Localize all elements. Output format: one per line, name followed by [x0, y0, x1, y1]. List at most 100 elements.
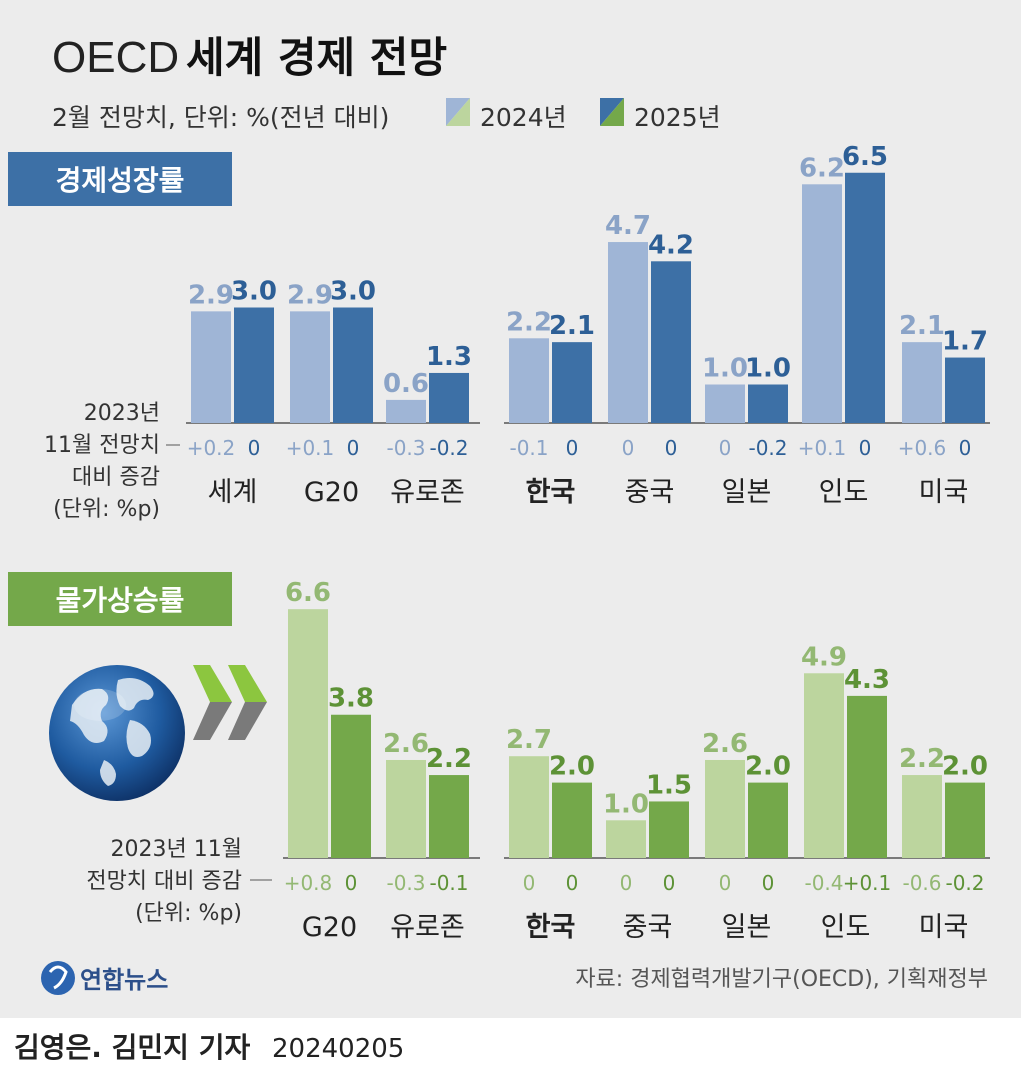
- inflation-value-label-2025: 2.2: [426, 744, 472, 774]
- inflation-banner-label: 물가상승률: [56, 584, 185, 617]
- inflation-change-2025: 0: [762, 871, 775, 895]
- page-title: 세계 경제 전망: [186, 33, 447, 82]
- inflation-change-2024: 0: [523, 871, 536, 895]
- legend-swatch-2025: [600, 98, 624, 126]
- growth-value-label-2025: 4.2: [648, 230, 694, 260]
- growth-note-line-1: 2023년: [84, 401, 160, 426]
- growth-bar-2025: [845, 172, 885, 423]
- growth-bar-2025: [552, 342, 592, 423]
- inflation-change-2025: +0.1: [843, 871, 892, 895]
- legend-label-2024: 2024년: [480, 103, 567, 132]
- subtitle: 2월 전망치, 단위: %(전년 대비): [52, 103, 389, 132]
- growth-value-label-2025: 1.7: [942, 327, 988, 357]
- growth-value-label-2025: 3.0: [231, 277, 277, 307]
- inflation-value-label-2024: 1.0: [603, 789, 649, 819]
- growth-value-label-2025: 3.0: [330, 277, 376, 307]
- inflation-change-2024: -0.4: [804, 871, 843, 895]
- growth-category-label: 유로존: [390, 477, 465, 508]
- title-prefix: OECD: [52, 33, 179, 82]
- growth-category-label: 미국: [919, 477, 969, 508]
- growth-change-2025: 0: [248, 436, 261, 460]
- inflation-category-label: 일본: [722, 912, 772, 943]
- growth-change-2024: +0.6: [898, 436, 947, 460]
- growth-bar-2024: [705, 384, 745, 423]
- growth-category-label: 중국: [625, 477, 675, 508]
- growth-value-label-2024: 0.6: [383, 369, 429, 399]
- legend: 2024년 2025년: [446, 98, 721, 132]
- growth-change-2024: 0: [719, 436, 732, 460]
- growth-change-2024: -0.3: [386, 436, 425, 460]
- inflation-value-label-2024: 6.6: [285, 578, 331, 608]
- growth-value-label-2024: 6.2: [799, 153, 845, 183]
- inflation-value-label-2025: 2.0: [942, 752, 988, 782]
- yonhap-logo: 연합뉴스: [41, 961, 168, 995]
- inflation-change-note: 2023년 11월 전망치 대비 증감 (단위: %p): [86, 837, 242, 926]
- growth-bar-2024: [802, 184, 842, 423]
- inflation-value-label-2024: 2.7: [506, 725, 552, 755]
- growth-bar-2024: [509, 338, 549, 423]
- growth-value-label-2025: 2.1: [549, 311, 595, 341]
- inflation-value-label-2025: 2.0: [549, 752, 595, 782]
- inflation-change-2025: -0.1: [429, 871, 468, 895]
- inflation-banner: 물가상승률: [8, 572, 232, 626]
- inflation-value-label-2025: 3.8: [328, 684, 374, 714]
- growth-bar-2025: [748, 384, 788, 423]
- inflation-bar-2024: [606, 820, 646, 858]
- growth-change-2025: 0: [347, 436, 360, 460]
- yonhap-logo-text: 연합뉴스: [80, 966, 168, 994]
- inflation-change-2025: -0.2: [945, 871, 984, 895]
- inflation-value-label-2024: 2.2: [899, 744, 945, 774]
- growth-banner-label: 경제성장률: [56, 164, 185, 197]
- inflation-category-label: 한국: [526, 912, 576, 943]
- inflation-bar-2025: [649, 801, 689, 858]
- growth-value-label-2024: 2.1: [899, 311, 945, 341]
- growth-bar-2024: [902, 342, 942, 423]
- growth-bar-2025: [651, 261, 691, 423]
- footer-bar: [0, 1018, 1021, 1079]
- inflation-change-2025: 0: [566, 871, 579, 895]
- growth-change-2025: -0.2: [748, 436, 787, 460]
- growth-note-line-2: 11월 전망치: [44, 433, 160, 458]
- growth-value-label-2024: 2.9: [287, 280, 333, 310]
- growth-bar-2025: [429, 372, 469, 423]
- growth-note-line-3: 대비 증감: [72, 465, 160, 490]
- inflation-bar-2024: [386, 759, 426, 858]
- inflation-category-label: 유로존: [390, 912, 465, 943]
- inflation-category-label: 인도: [821, 912, 871, 943]
- growth-category-label: 세계: [208, 477, 258, 508]
- inflation-category-label: 미국: [919, 912, 969, 943]
- growth-change-2024: 0: [622, 436, 635, 460]
- inflation-change-2025: 0: [663, 871, 676, 895]
- inflation-bar-2025: [748, 782, 788, 858]
- inflation-value-label-2025: 4.3: [844, 665, 890, 695]
- growth-value-label-2024: 1.0: [702, 354, 748, 384]
- growth-change-2025: 0: [566, 436, 579, 460]
- inflation-bar-2024: [288, 609, 328, 858]
- growth-category-label: 일본: [722, 477, 772, 508]
- inflation-change-2024: -0.3: [386, 871, 425, 895]
- growth-value-label-2025: 6.5: [842, 142, 888, 172]
- inflation-value-label-2024: 2.6: [383, 729, 429, 759]
- growth-value-label-2024: 4.7: [605, 211, 651, 241]
- legend-label-2025: 2025년: [634, 103, 721, 132]
- inflation-change-2024: -0.6: [902, 871, 941, 895]
- growth-bar-2024: [386, 399, 426, 423]
- source-note: 자료: 경제협력개발기구(OECD), 기획재정부: [575, 967, 988, 992]
- globe-icon: [49, 665, 185, 801]
- inflation-category-label: G20: [302, 912, 357, 943]
- inflation-note-line-2: 전망치 대비 증감: [86, 869, 242, 894]
- inflation-note-line-3: (단위: %p): [135, 901, 242, 926]
- growth-change-2024: +0.1: [798, 436, 847, 460]
- inflation-change-2024: +0.8: [284, 871, 333, 895]
- growth-change-2025: 0: [959, 436, 972, 460]
- inflation-category-label: 중국: [623, 912, 673, 943]
- growth-bar-2024: [191, 311, 231, 423]
- inflation-value-label-2024: 4.9: [801, 642, 847, 672]
- growth-change-2024: +0.1: [286, 436, 335, 460]
- inflation-value-label-2025: 2.0: [745, 752, 791, 782]
- inflation-change-2025: 0: [345, 871, 358, 895]
- growth-banner: 경제성장률: [8, 152, 232, 206]
- growth-change-2024: -0.1: [509, 436, 548, 460]
